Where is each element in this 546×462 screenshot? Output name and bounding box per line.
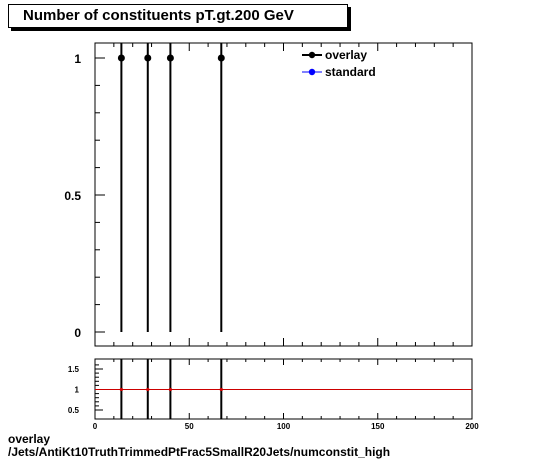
ratio-x-tick-label: 100 — [277, 422, 291, 431]
overlay-point — [217, 54, 225, 62]
legend-marker — [308, 68, 316, 76]
overlay-point — [144, 54, 152, 62]
ratio-point — [146, 387, 150, 392]
ratio-y-tick-label: 1.5 — [68, 365, 80, 374]
ratio-x-tick-label: 0 — [93, 422, 98, 431]
overlay-point — [166, 54, 174, 62]
main-plot-frame — [94, 42, 473, 347]
legend-label: overlay — [325, 48, 367, 62]
footer-line-2: /Jets/AntiKt10TruthTrimmedPtFrac5SmallR2… — [8, 445, 391, 459]
ratio-x-tick-label: 50 — [185, 422, 194, 431]
footer-line-1: overlay — [8, 432, 51, 446]
ratio-plot-ticks: 0.5 1 1.5 0 50 100 150 200 — [68, 359, 479, 431]
legend-marker — [308, 51, 316, 59]
ratio-plot-data — [95, 359, 472, 419]
ratio-y-tick-label: 0.5 — [68, 406, 80, 415]
ratio-point — [168, 387, 172, 392]
ratio-x-tick-label: 150 — [371, 422, 385, 431]
main-plot-data — [117, 43, 225, 332]
main-plot-ticks: 00.51 — [64, 43, 473, 346]
y-tick-label: 0 — [74, 326, 81, 340]
chart-title: Number of constituents pT.gt.200 GeV — [8, 4, 348, 28]
legend: overlay standard — [302, 48, 376, 79]
overlay-point — [117, 54, 125, 62]
ratio-point — [119, 387, 123, 392]
ratio-x-tick-label: 200 — [465, 422, 479, 431]
legend-label: standard — [325, 65, 376, 79]
main-plot-border — [94, 42, 473, 347]
ratio-point — [219, 387, 223, 392]
y-tick-label: 1 — [74, 52, 81, 66]
footer-label: overlay /Jets/AntiKt10TruthTrimmedPtFrac… — [8, 433, 390, 459]
y-tick-label: 0.5 — [64, 189, 81, 203]
ratio-y-tick-label: 1 — [75, 386, 80, 395]
